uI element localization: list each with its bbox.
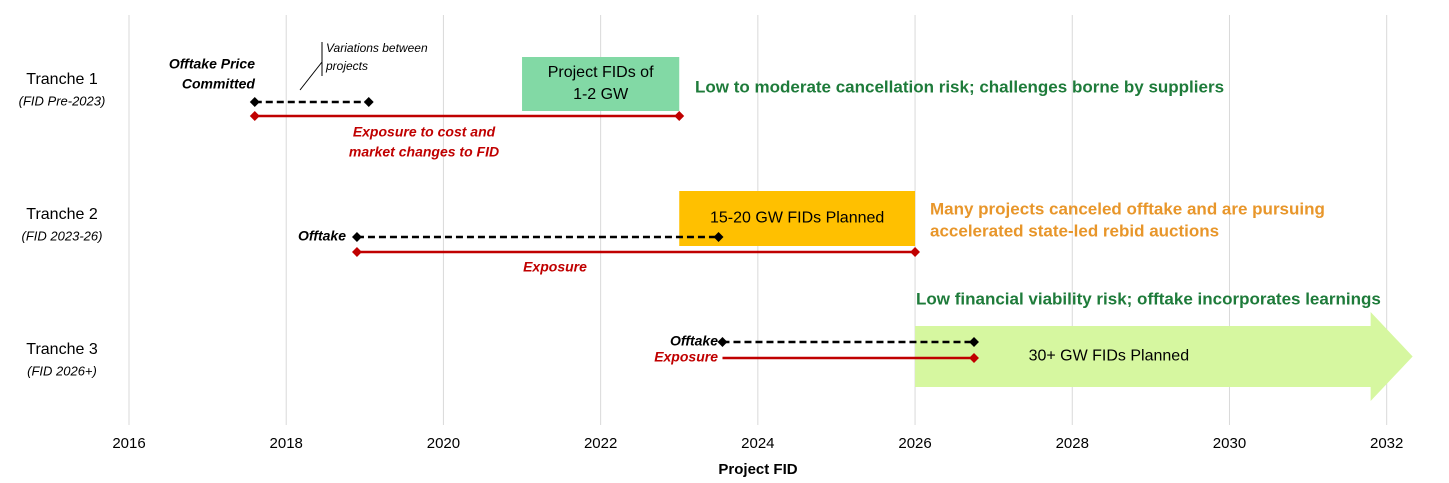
exposure-end <box>969 353 979 363</box>
x-tick-label: 2022 <box>584 435 617 452</box>
exposure-label: Exposure <box>523 259 587 275</box>
offtake-end <box>969 337 979 347</box>
x-axis-label: Project FID <box>718 461 797 478</box>
row-sublabel: (FID 2026+) <box>27 363 97 378</box>
x-tick-label: 2030 <box>1213 435 1246 452</box>
row-note: Many projects canceled offtake and are p… <box>930 199 1325 218</box>
x-tick-label: 2028 <box>1056 435 1089 452</box>
callout-leader <box>299 61 323 91</box>
offtake-start <box>352 232 362 242</box>
offtake-start <box>249 97 260 107</box>
x-tick-label: 2020 <box>427 435 460 452</box>
row-note: Low to moderate cancellation risk; chall… <box>695 77 1224 96</box>
row-note: Low financial viability risk; offtake in… <box>916 289 1381 308</box>
fid-box-label: 1-2 GW <box>573 86 629 103</box>
row-sublabel: (FID Pre-2023) <box>19 93 106 108</box>
x-tick-label: 2032 <box>1370 435 1403 452</box>
row-label: Tranche 2 <box>26 206 98 223</box>
row-sublabel: (FID 2023-26) <box>22 228 103 243</box>
fid-box-label: Project FIDs of <box>548 64 654 81</box>
callout-text: Variations between <box>326 41 428 55</box>
offtake-label: Offtake Price <box>169 56 255 72</box>
offtake-end <box>713 232 724 242</box>
exposure-end <box>674 111 685 121</box>
fid-arrow <box>915 312 1413 401</box>
x-tick-label: 2024 <box>741 435 774 452</box>
x-tick-label: 2026 <box>898 435 931 452</box>
x-tick-label: 2016 <box>112 435 145 452</box>
exposure-label: Exposure to cost and <box>353 124 496 140</box>
fid-box-label: 30+ GW FIDs Planned <box>1029 348 1190 365</box>
offtake-label: Committed <box>182 76 256 92</box>
row-label: Tranche 3 <box>26 341 98 358</box>
exposure-start <box>352 247 362 257</box>
exposure-label: Exposure <box>654 349 718 365</box>
x-tick-label: 2018 <box>270 435 303 452</box>
offtake-start <box>717 337 728 347</box>
offtake-label: Offtake <box>670 333 718 349</box>
exposure-label: market changes to FID <box>349 144 499 160</box>
fid-box-label: 15-20 GW FIDs Planned <box>710 210 884 227</box>
row-label: Tranche 1 <box>26 71 98 88</box>
exposure-end <box>910 247 921 257</box>
row-note: accelerated state-led rebid auctions <box>930 221 1219 240</box>
callout-text: projects <box>325 59 368 73</box>
offtake-label: Offtake <box>298 228 346 244</box>
offtake-end <box>363 97 374 107</box>
fid-box <box>522 57 680 111</box>
exposure-start <box>249 111 260 121</box>
